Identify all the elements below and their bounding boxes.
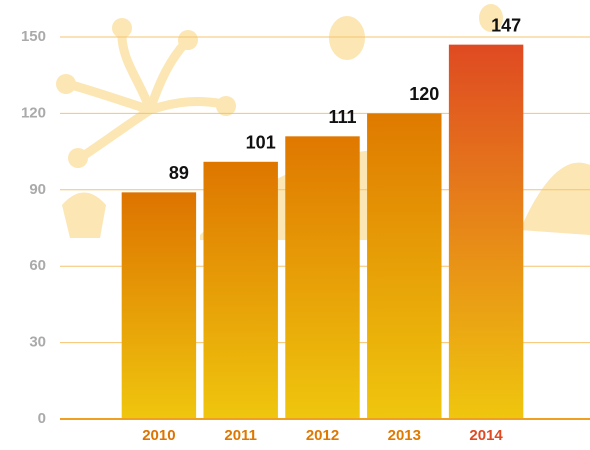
data-label: 120 [409,84,439,104]
y-tick-label: 90 [29,181,46,198]
deco-arm [145,97,229,115]
deco-gondola [112,18,132,38]
x-tick-label: 2013 [388,427,421,444]
x-tick-label: 2014 [469,427,503,444]
x-tick-label: 2012 [306,427,339,444]
y-tick-label: 30 [29,334,46,351]
bar [203,161,278,419]
data-label: 101 [246,133,276,153]
data-label: 111 [328,107,356,127]
deco-gondola [68,148,88,168]
deco-gondola [178,30,198,50]
bar [367,113,442,420]
deco-cupcake [62,192,106,238]
deco-balloon [479,4,503,32]
deco-gondola [216,96,236,116]
bar [448,44,524,419]
x-tick-label: 2011 [224,427,257,444]
deco-carousel [520,162,590,235]
deco-arm [117,25,155,115]
bar [285,136,360,419]
background-decoration [56,4,590,240]
x-tick-label: 2010 [142,427,175,444]
bar [121,192,197,419]
data-label: 89 [169,163,189,183]
deco-balloon [329,16,365,60]
deco-gondola [56,74,76,94]
y-tick-label: 0 [38,410,46,427]
deco-arm [75,105,155,163]
y-tick-label: 150 [21,28,46,45]
data-label: 147 [491,15,521,35]
y-tick-label: 120 [21,104,46,121]
y-tick-label: 60 [29,257,46,274]
